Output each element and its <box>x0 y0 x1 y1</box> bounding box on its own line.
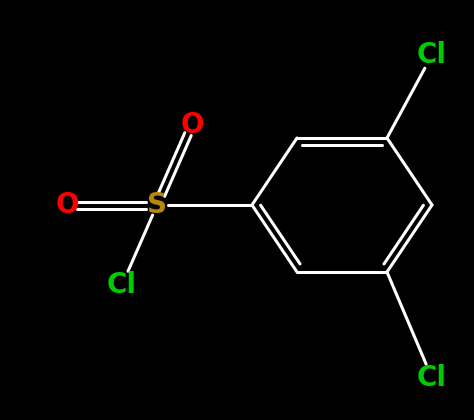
Text: Cl: Cl <box>417 41 447 69</box>
Text: Cl: Cl <box>107 271 137 299</box>
Text: S: S <box>147 191 167 219</box>
Text: O: O <box>55 191 79 219</box>
Text: O: O <box>180 111 204 139</box>
Text: Cl: Cl <box>417 364 447 392</box>
